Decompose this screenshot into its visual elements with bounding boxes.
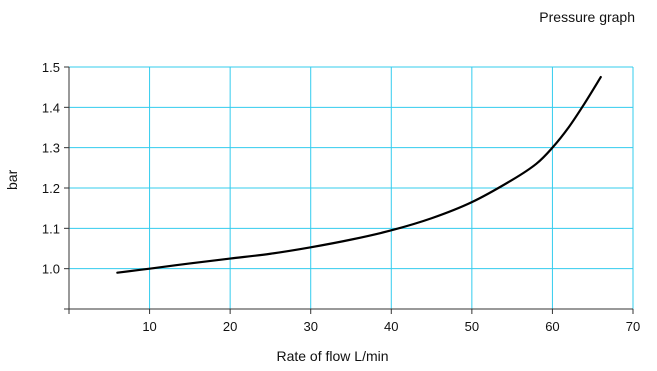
grid	[69, 66, 634, 309]
x-tick-label: 60	[545, 319, 559, 334]
y-tick-label: 1.4	[42, 100, 60, 115]
series	[116, 75, 602, 274]
x-tick-label: 10	[142, 319, 156, 334]
y-tick-label: 1.0	[42, 262, 60, 277]
y-tick-label: 1.2	[42, 181, 60, 196]
x-tick-label: 20	[223, 319, 237, 334]
x-tick-label: 30	[303, 319, 317, 334]
x-tick-label: 70	[626, 319, 640, 334]
x-tick-label: 40	[384, 319, 398, 334]
x-tick-label: 50	[465, 319, 479, 334]
y-tick-label: 1.5	[42, 60, 60, 75]
chart-title: Pressure graph	[539, 9, 635, 25]
axes	[64, 66, 634, 314]
y-tick-label: 1.3	[42, 141, 60, 156]
pressure-curve	[116, 75, 602, 274]
y-tick-label: 1.1	[42, 221, 60, 236]
tick-labels: 10 20 30 40 50 60 70 1.0 1.1 1.2 1.3 1.4 1.5	[42, 60, 640, 334]
x-axis-label: Rate of flow L/min	[276, 348, 389, 364]
y-axis-label: bar	[4, 169, 20, 190]
